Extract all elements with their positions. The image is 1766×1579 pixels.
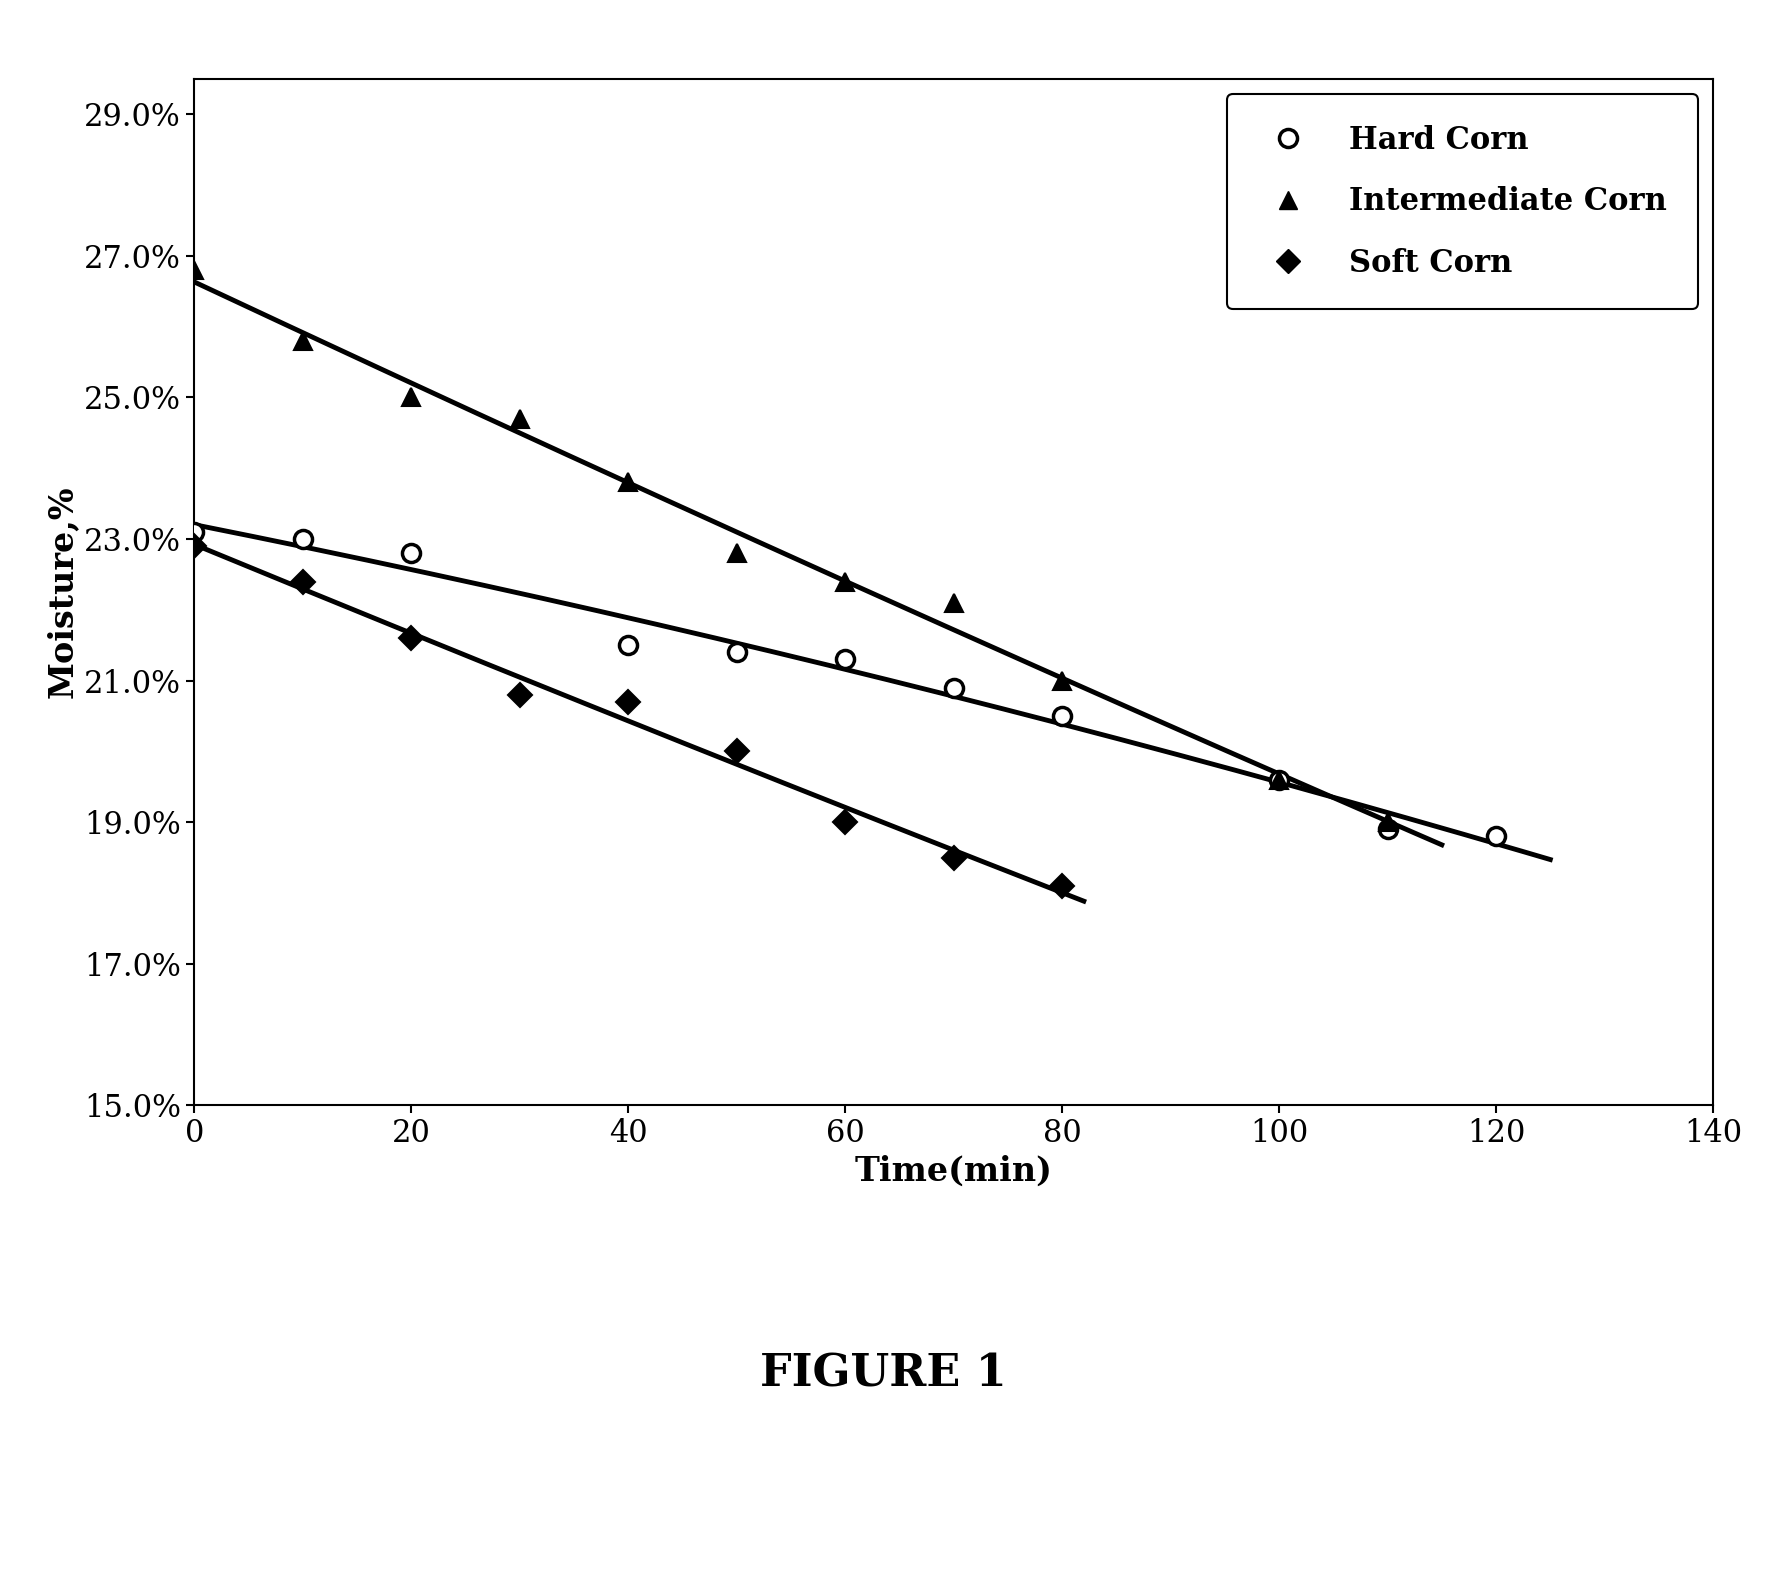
- Y-axis label: Moisture,%: Moisture,%: [46, 486, 78, 698]
- Text: FIGURE 1: FIGURE 1: [759, 1352, 1007, 1396]
- X-axis label: Time(min): Time(min): [855, 1156, 1053, 1187]
- Legend: Hard Corn, Intermediate Corn, Soft Corn: Hard Corn, Intermediate Corn, Soft Corn: [1227, 95, 1697, 309]
